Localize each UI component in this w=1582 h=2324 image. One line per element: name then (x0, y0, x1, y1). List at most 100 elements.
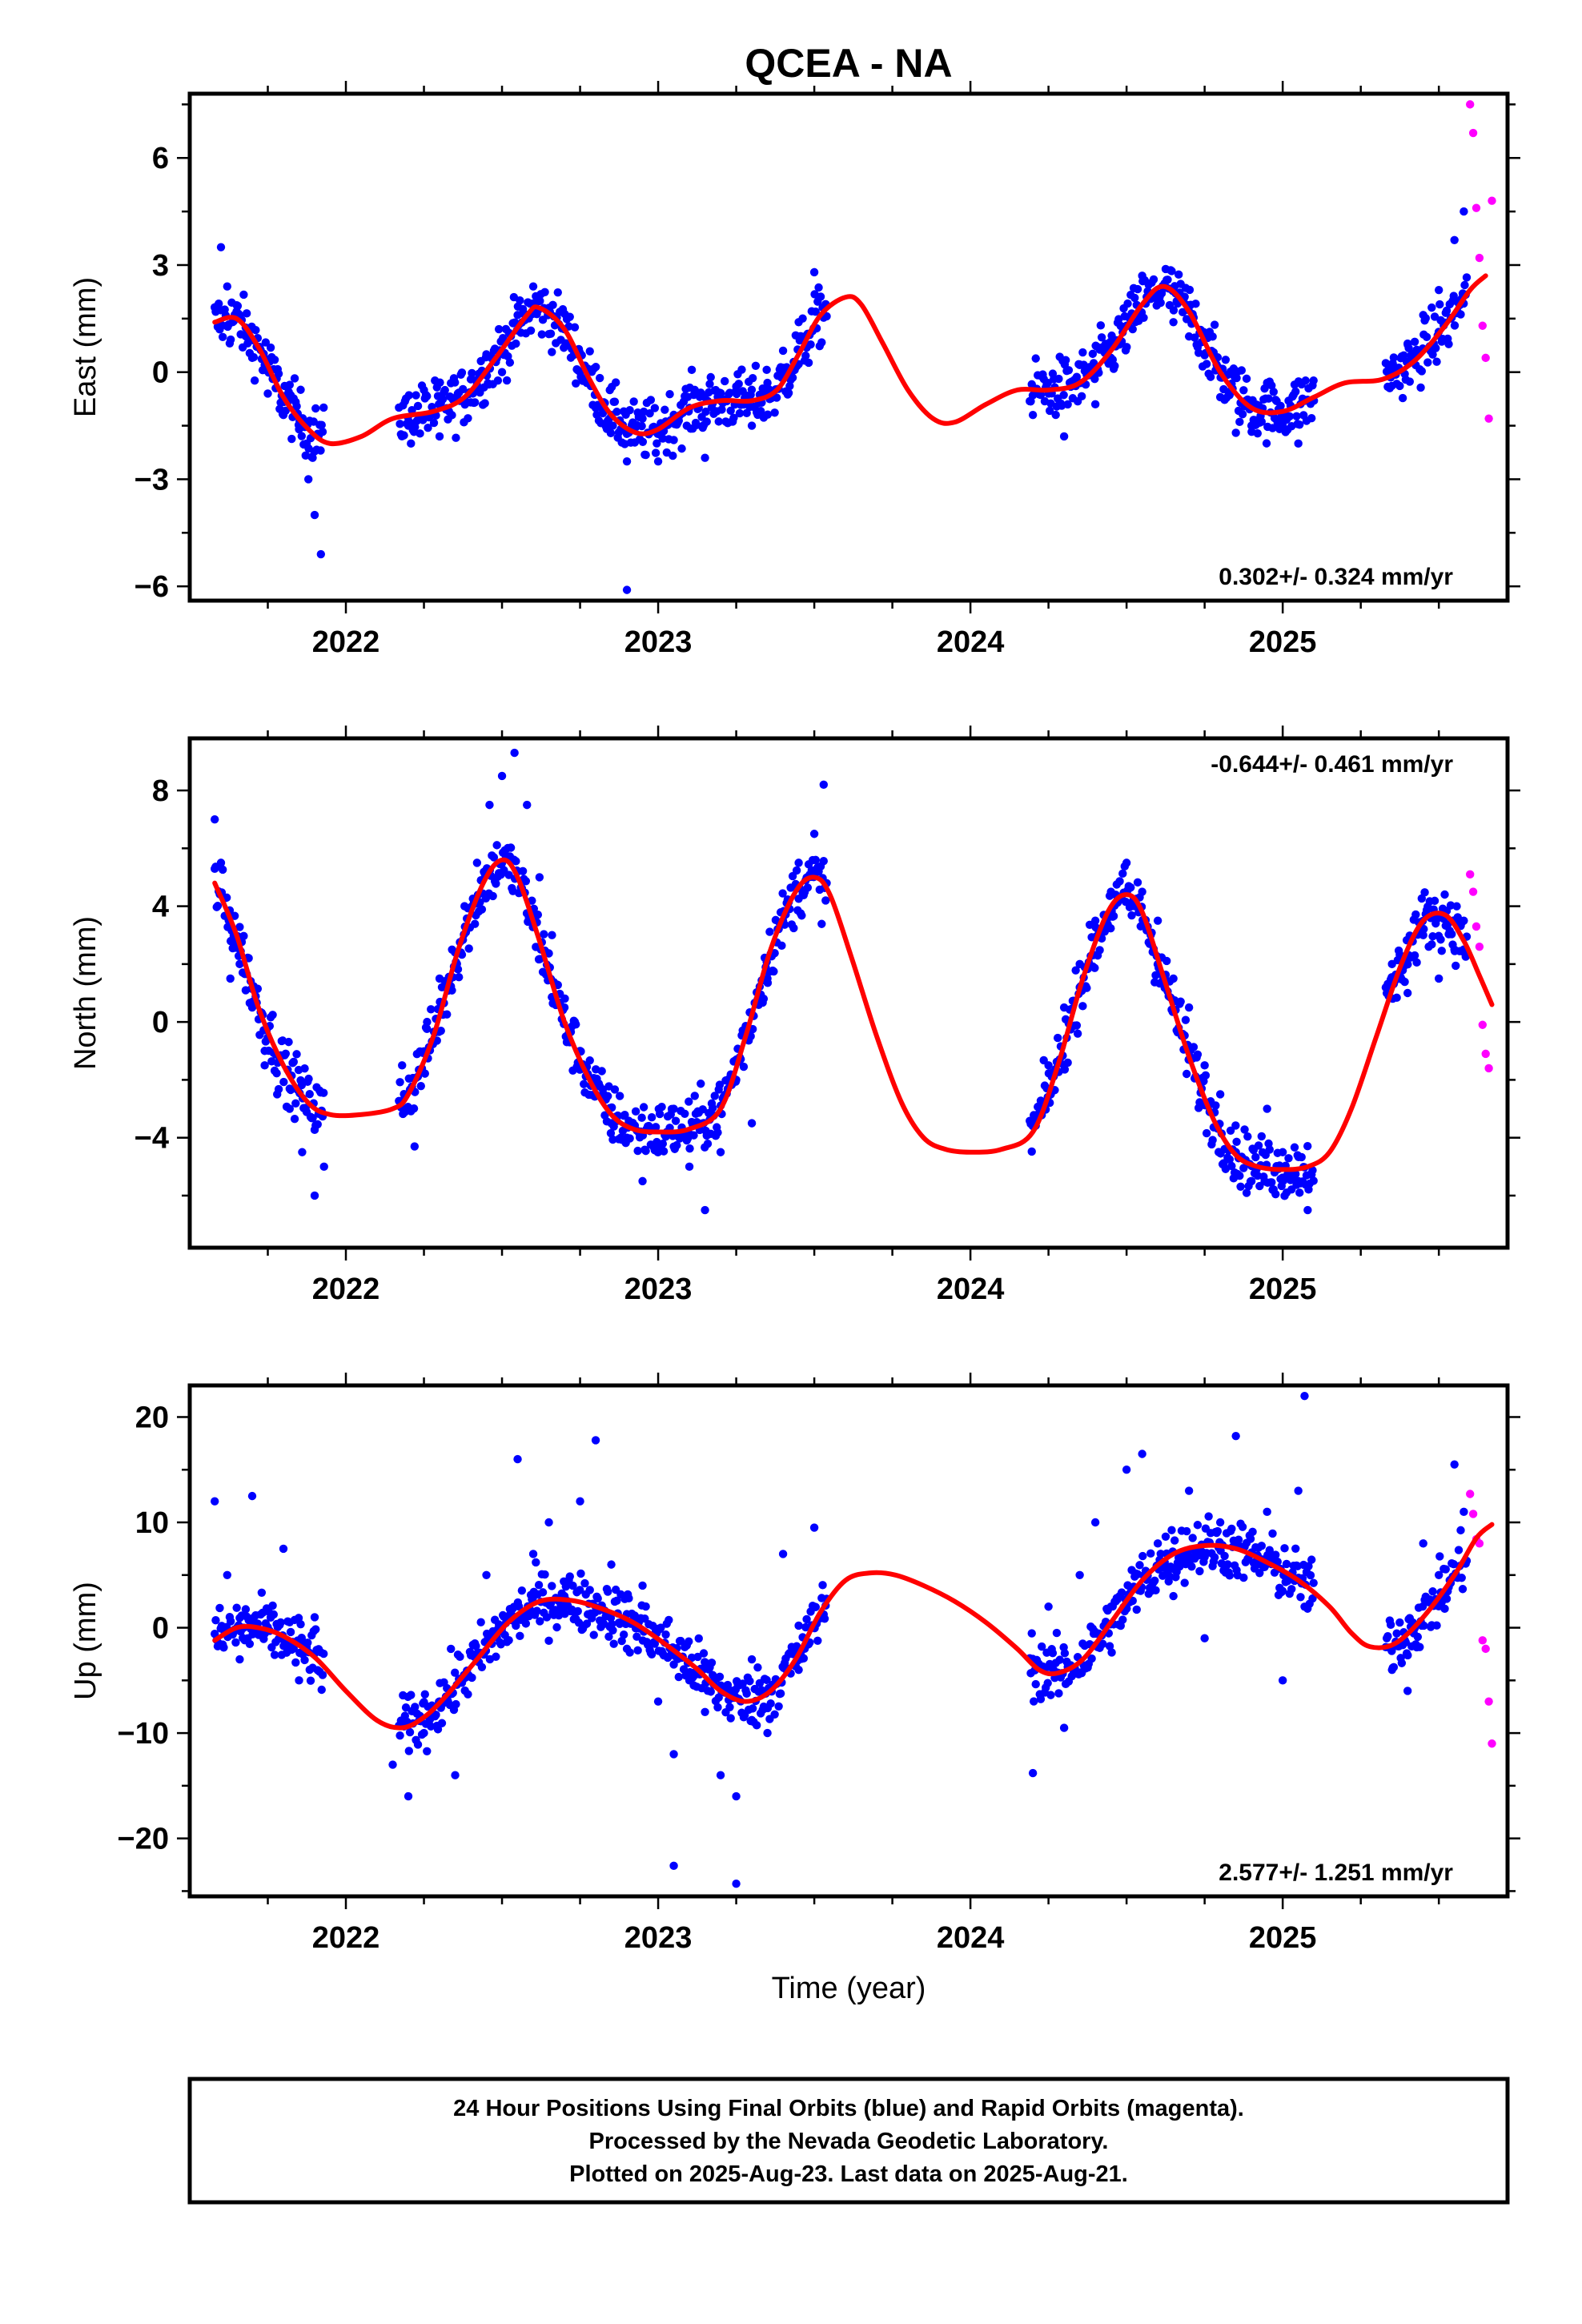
final-orbit-point (494, 324, 504, 334)
final-orbit-point (1435, 1552, 1444, 1561)
final-orbit-point (235, 959, 244, 969)
y-tick-label: 0 (152, 356, 169, 390)
final-orbit-point (1307, 413, 1316, 423)
final-orbit-point (689, 1131, 698, 1140)
final-orbit-point (762, 365, 771, 375)
final-orbit-point (423, 392, 432, 400)
final-orbit-point (1280, 1544, 1289, 1553)
final-orbit-point (435, 974, 444, 983)
final-orbit-point (739, 1062, 749, 1072)
y-axis-label: North (mm) (69, 916, 102, 1070)
final-orbit-point (759, 994, 769, 1003)
final-orbit-point (433, 1725, 443, 1734)
final-orbit-point (516, 296, 524, 305)
final-orbit-point (298, 1148, 307, 1156)
y-tick-label: 8 (152, 774, 169, 808)
final-orbit-point (536, 1617, 544, 1626)
final-orbit-point (685, 1637, 693, 1646)
final-orbit-point (604, 1632, 613, 1641)
final-orbit-point (1422, 332, 1431, 341)
plot-area-north (211, 748, 1495, 1215)
final-orbit-point (1419, 1621, 1428, 1630)
final-orbit-point (316, 549, 326, 559)
final-orbit-point (1442, 306, 1452, 316)
final-orbit-point (521, 1619, 531, 1628)
final-orbit-point (816, 292, 825, 301)
final-orbit-point (408, 405, 416, 415)
final-orbit-point (1126, 883, 1135, 892)
final-orbit-point (274, 369, 283, 378)
final-orbit-point (606, 1614, 616, 1622)
final-orbit-point (542, 1613, 552, 1622)
final-orbit-point (1225, 1571, 1235, 1580)
final-orbit-point (1165, 1572, 1174, 1581)
final-orbit-point (580, 1080, 588, 1088)
final-orbit-point (702, 417, 711, 426)
final-orbit-point (239, 290, 248, 300)
final-orbit-point (411, 1703, 420, 1711)
final-orbit-point (1400, 977, 1409, 987)
x-tick-label: 2023 (624, 625, 693, 659)
final-orbit-point (420, 1728, 428, 1738)
final-orbit-point (1450, 945, 1459, 954)
final-orbit-point (528, 1550, 538, 1558)
final-orbit-point (1234, 1535, 1243, 1544)
x-tick-label: 2022 (312, 1921, 380, 1955)
final-orbit-point (245, 1639, 255, 1649)
final-orbit-point (1115, 877, 1124, 886)
final-orbit-point (1263, 1507, 1271, 1517)
final-orbit-point (615, 1092, 624, 1100)
final-orbit-point (548, 348, 556, 356)
final-orbit-point (1403, 988, 1412, 998)
final-orbit-point (690, 1092, 699, 1100)
final-orbit-point (1027, 1147, 1036, 1156)
final-orbit-point (536, 296, 544, 306)
final-orbit-point (211, 1497, 219, 1506)
final-orbit-point (1460, 1507, 1468, 1517)
final-orbit-point (497, 771, 507, 781)
final-orbit-point (1410, 951, 1419, 960)
rapid-orbit-point (1481, 353, 1490, 363)
rapid-orbit-point (1488, 196, 1496, 205)
final-orbit-point (650, 404, 660, 412)
final-orbit-point (498, 333, 508, 343)
final-orbit-point (552, 1622, 561, 1632)
final-orbit-point (778, 1550, 788, 1558)
final-orbit-point (1428, 1587, 1437, 1596)
final-orbit-point (517, 1586, 527, 1595)
final-orbit-point (631, 1107, 640, 1116)
final-orbit-point (436, 378, 444, 387)
final-orbit-point (253, 984, 263, 993)
final-orbit-point (319, 1162, 328, 1172)
final-orbit-point (785, 381, 794, 391)
final-orbit-point (585, 1056, 594, 1065)
final-orbit-point (281, 1049, 291, 1058)
final-orbit-point (572, 1019, 580, 1029)
final-orbit-point (612, 1596, 621, 1606)
final-orbit-point (429, 418, 439, 428)
final-orbit-point (576, 1586, 584, 1594)
final-orbit-point (1096, 321, 1106, 330)
final-orbit-point (211, 1616, 220, 1625)
y-tick-label: 3 (152, 249, 169, 283)
final-orbit-point (1231, 1121, 1240, 1130)
final-orbit-point (1051, 410, 1060, 420)
final-orbit-point (1309, 1176, 1318, 1185)
final-orbit-point (528, 896, 536, 905)
final-orbit-point (653, 1148, 663, 1156)
final-orbit-point (457, 368, 467, 377)
final-orbit-point (1284, 1154, 1293, 1163)
final-orbit-point (1279, 1176, 1288, 1185)
final-orbit-point (747, 1655, 757, 1664)
final-orbit-point (809, 830, 819, 838)
final-orbit-point (1237, 366, 1247, 375)
final-orbit-point (1254, 1141, 1263, 1150)
final-orbit-point (1386, 1620, 1395, 1630)
final-orbit-point (1383, 1632, 1392, 1641)
final-orbit-point (535, 873, 544, 882)
final-orbit-point (721, 376, 729, 386)
final-orbit-point (647, 1650, 656, 1659)
final-orbit-point (1267, 1178, 1276, 1187)
final-orbit-point (1285, 412, 1294, 421)
final-orbit-point (622, 1133, 632, 1142)
